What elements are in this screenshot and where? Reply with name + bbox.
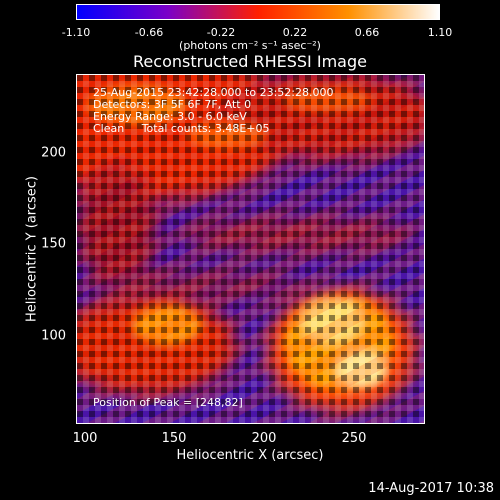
colorbar-tick: 0.22 <box>282 26 308 39</box>
info-energy-range: Energy Range: 3.0 - 6.0 keV <box>93 110 247 123</box>
x-tick-label: 200 <box>251 431 277 446</box>
info-time-range: 25-Aug-2015 23:42:28.000 to 23:52:28.000 <box>93 86 334 99</box>
x-tick-label: 250 <box>341 431 367 446</box>
info-detectors: Detectors: 3F 5F 6F 7F, Att 0 <box>93 98 252 111</box>
colorbar-tick: -1.10 <box>61 26 91 39</box>
colorbar <box>76 4 440 20</box>
x-tick-label: 150 <box>161 431 187 446</box>
x-tick-label: 100 <box>72 431 98 446</box>
y-tick-label: 100 <box>41 328 66 344</box>
footer-timestamp: 14-Aug-2017 10:38 <box>368 481 494 496</box>
info-peak-position: Position of Peak = [248,82] <box>93 396 243 409</box>
rhessi-image-panel <box>76 74 425 424</box>
colorbar-tick: -0.22 <box>206 26 236 39</box>
colorbar-units: (photons cm⁻² s⁻¹ asec⁻²) <box>179 39 321 52</box>
y-axis-label: Heliocentric Y (arcsec) <box>24 176 40 322</box>
info-clean-counts: Clean Total counts: 3.48E+05 <box>93 122 270 135</box>
colorbar-tick: -0.66 <box>134 26 164 39</box>
x-axis-label: Heliocentric X (arcsec) <box>176 448 324 463</box>
y-tick-label: 200 <box>41 145 66 161</box>
image-title: Reconstructed RHESSI Image <box>133 52 367 71</box>
colorbar-tick: 0.66 <box>354 26 380 39</box>
rhessi-image <box>77 75 424 423</box>
y-tick-label: 150 <box>41 236 66 252</box>
colorbar-tick: 1.10 <box>427 26 453 39</box>
